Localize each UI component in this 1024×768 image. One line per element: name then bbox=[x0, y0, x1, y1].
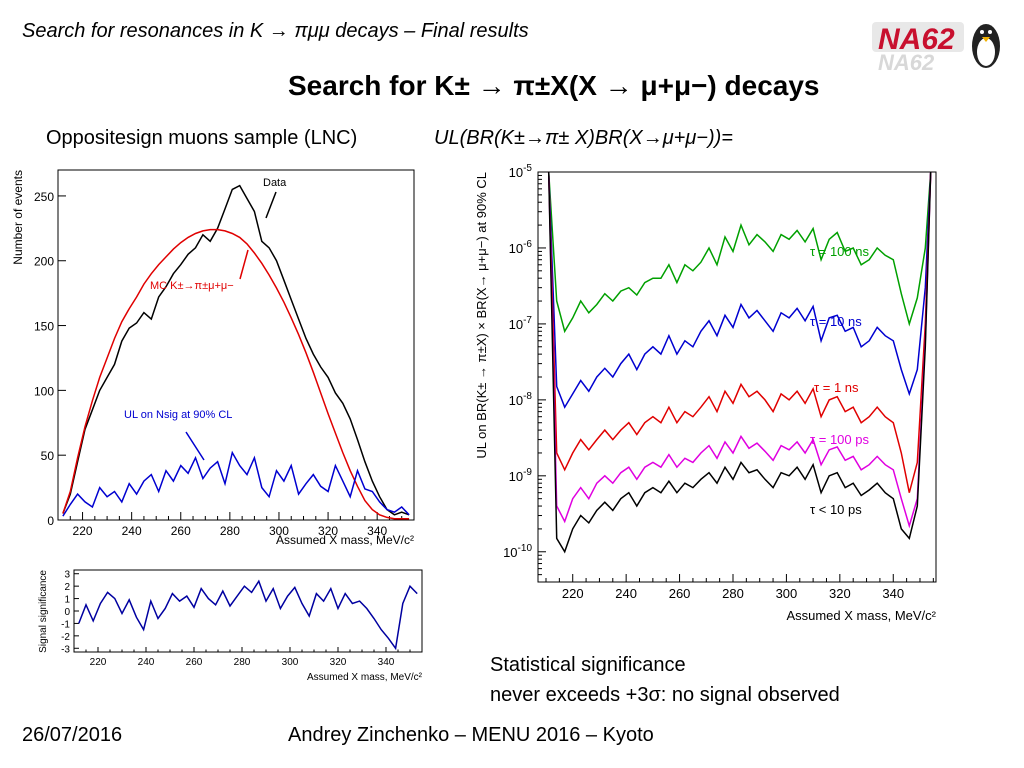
x-tick-label: 340 bbox=[378, 657, 395, 668]
y-tick-label: 3 bbox=[64, 570, 70, 581]
y-axis-label: UL on BR(K± → π±X) × BR(X→ μ+μ−) at 90% … bbox=[474, 172, 489, 459]
upper-limit-chart: 220 240 260 280 300 320 340 10-10 10-9 10-8 10-7 10… bbox=[474, 163, 937, 623]
plot-frame bbox=[57, 169, 415, 521]
x-tick-label: 220 bbox=[73, 524, 93, 538]
y-tick-exponent: -8 bbox=[523, 391, 532, 402]
series-line-data bbox=[62, 184, 410, 516]
left-subtitle: Oppositesign muons sample (LNC) bbox=[46, 127, 358, 149]
y-tick-exponent: -7 bbox=[523, 315, 532, 326]
main-title: Search for K± → π±X(X → μ+μ−) decays bbox=[288, 70, 820, 101]
penguin-belly bbox=[977, 38, 995, 66]
series-line--10-ns bbox=[547, 171, 932, 409]
footer-date: 26/07/2016 bbox=[22, 724, 123, 746]
x-tick-label: 220 bbox=[90, 657, 107, 668]
conclusion-note: Statistical significance never exceeds +… bbox=[490, 650, 840, 710]
x-tick-label: 300 bbox=[776, 586, 798, 601]
y-tick-label: 10-5 bbox=[509, 163, 533, 180]
y-tick-label: 100 bbox=[34, 384, 54, 398]
y-tick-exponent: -10 bbox=[518, 543, 533, 554]
x-axis-label: Assumed X mass, MeV/c² bbox=[307, 672, 423, 683]
x-tick-label: 300 bbox=[269, 524, 289, 538]
series-label-4: τ < 10 ps bbox=[810, 502, 862, 517]
series-line-ul-on-nsig-at-90-cl bbox=[62, 450, 410, 517]
y-tick-label: 50 bbox=[41, 449, 55, 463]
logo-reflection: NA62 bbox=[878, 50, 935, 75]
x-tick-label: 320 bbox=[829, 586, 851, 601]
x-axis-label: Assumed X mass, MeV/c² bbox=[276, 533, 414, 547]
y-axis-label: Number of events bbox=[11, 170, 25, 265]
x-tick-label: 340 bbox=[882, 586, 904, 601]
y-tick-label: 250 bbox=[34, 190, 54, 204]
y-tick-exponent: -6 bbox=[523, 239, 532, 250]
x-tick-label: 220 bbox=[562, 586, 584, 601]
y-tick-label: 0 bbox=[64, 607, 70, 618]
logo-plate bbox=[872, 22, 964, 52]
y-tick-label: 10-7 bbox=[509, 315, 533, 332]
x-tick-label: 320 bbox=[330, 657, 347, 668]
series-label-0: τ = 100 ns bbox=[810, 244, 869, 259]
penguin-eye-left bbox=[980, 30, 984, 34]
y-tick-label: 10-10 bbox=[503, 543, 532, 560]
series-label-1: τ = 10 ns bbox=[810, 314, 862, 329]
y-tick-label: -3 bbox=[61, 644, 70, 655]
footer-author-conference: Andrey Zinchenko – MENU 2016 – Kyoto bbox=[288, 724, 654, 746]
annotation-mc-arrow bbox=[239, 249, 249, 280]
x-tick-label: 320 bbox=[318, 524, 338, 538]
y-tick-label: 10-6 bbox=[509, 239, 533, 256]
events-histogram-chart: 220 240 260 280 300 320 340 0 50 100 150 200 250 Assu… bbox=[11, 169, 415, 547]
x-axis-label: Assumed X mass, MeV/c² bbox=[786, 608, 936, 623]
series-label-2: τ = 1 ns bbox=[814, 380, 859, 395]
x-tick-label: 260 bbox=[186, 657, 203, 668]
slide-header-title: Search for resonances in K → πμμ decays … bbox=[22, 20, 529, 42]
y-axis-label: Signal significance bbox=[38, 570, 49, 653]
series-line-significance bbox=[78, 579, 418, 651]
note-line-2: never exceeds +3σ: no signal observed bbox=[490, 684, 840, 706]
na62-logo: NA62 NA62 bbox=[872, 22, 1000, 75]
y-tick-label: 1 bbox=[64, 595, 70, 606]
y-tick-label: 2 bbox=[64, 582, 70, 593]
annotation-mc: MC K±→π±μ+μ− bbox=[150, 280, 234, 292]
logo-text: NA62 bbox=[878, 23, 955, 56]
x-tick-label: 300 bbox=[282, 657, 299, 668]
annotation-data-arrow bbox=[265, 191, 277, 219]
x-tick-label: 340 bbox=[367, 524, 387, 538]
y-tick-label: -2 bbox=[61, 632, 70, 643]
y-tick-label: 150 bbox=[34, 320, 54, 334]
y-tick-label: 10-9 bbox=[509, 467, 533, 484]
x-tick-label: 240 bbox=[615, 586, 637, 601]
y-tick-label: 0 bbox=[47, 514, 54, 528]
annotation-ul-arrow bbox=[185, 431, 205, 461]
annotation-ul: UL on Nsig at 90% CL bbox=[124, 409, 232, 421]
y-tick-label: -1 bbox=[61, 619, 70, 630]
x-tick-label: 280 bbox=[722, 586, 744, 601]
series-label-3: τ = 100 ps bbox=[810, 432, 869, 447]
y-tick-exponent: -5 bbox=[523, 163, 532, 174]
note-line-1: Statistical significance bbox=[490, 654, 686, 676]
x-tick-label: 240 bbox=[122, 524, 142, 538]
series-line--1-ns bbox=[547, 171, 932, 493]
series-line--10-ps bbox=[547, 171, 932, 554]
penguin-beak bbox=[982, 37, 990, 42]
x-tick-label: 260 bbox=[669, 586, 691, 601]
significance-chart: 220 240 260 280 300 320 340 -3-2 -101 23 Assumed X… bbox=[38, 569, 423, 683]
plot-frame bbox=[73, 569, 423, 653]
right-subtitle: UL(BR(K±→π± X)BR(X→μ+μ−))= bbox=[434, 127, 733, 149]
y-tick-label: 10-8 bbox=[509, 391, 533, 408]
x-tick-label: 260 bbox=[171, 524, 191, 538]
series-line--100-ns bbox=[547, 171, 932, 334]
x-tick-label: 240 bbox=[138, 657, 155, 668]
x-tick-label: 280 bbox=[234, 657, 251, 668]
series-line-mc-k- bbox=[62, 228, 410, 520]
y-tick-exponent: -9 bbox=[523, 467, 532, 478]
series-line--100-ps bbox=[547, 171, 932, 529]
penguin-eye-right bbox=[988, 30, 992, 34]
annotation-data: Data bbox=[263, 177, 287, 189]
y-tick-label: 200 bbox=[34, 255, 54, 269]
x-tick-label: 280 bbox=[220, 524, 240, 538]
